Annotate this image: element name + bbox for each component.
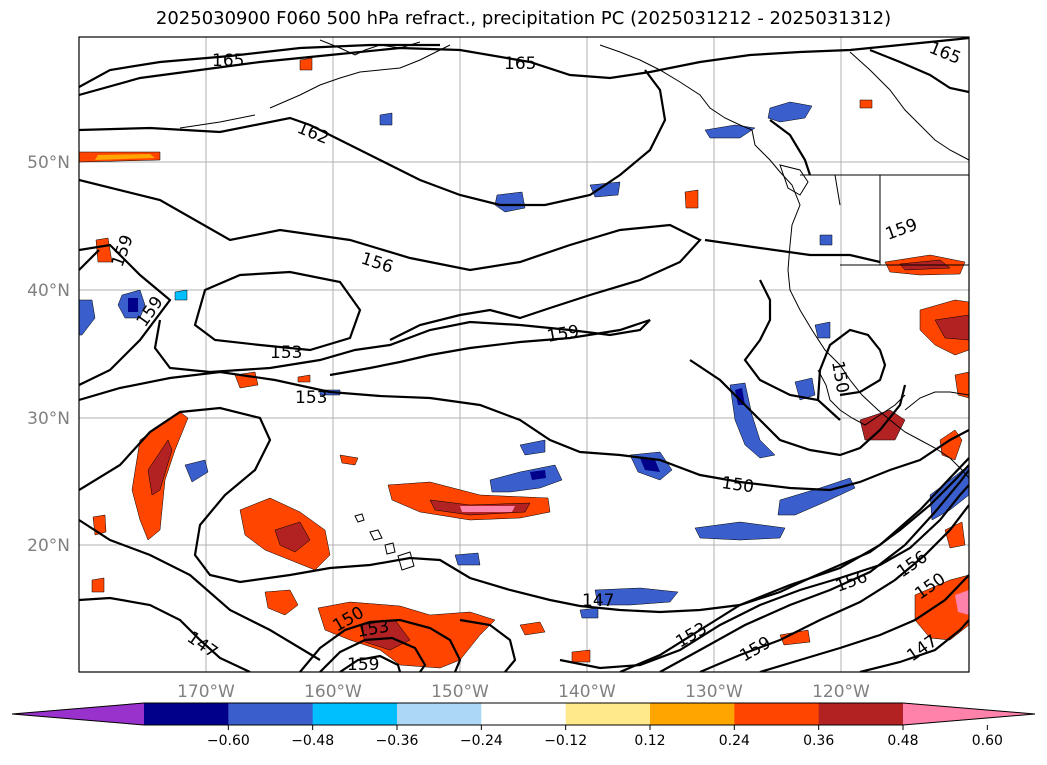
colorbar-segment: [650, 703, 735, 725]
colorbar-tick-label: 0.48: [887, 733, 918, 749]
contour-label: 150: [720, 473, 755, 497]
map-title: 2025030900 F060 500 hPa refract., precip…: [155, 8, 892, 29]
lon-label-170w: 170°W: [177, 682, 235, 702]
contour-label: 153: [270, 343, 302, 363]
lat-label-20n: 20°N: [27, 536, 70, 556]
colorbar-segment: [565, 703, 651, 725]
gridlines: [79, 37, 969, 672]
precipitation-anomaly-shading: [79, 57, 969, 669]
lat-label-30n: 30°N: [27, 409, 70, 429]
colorbar-segment: [734, 703, 820, 725]
colorbar-tick-label: 0.12: [634, 733, 665, 749]
colorbar-segment: [481, 703, 567, 725]
refractivity-contours: [79, 37, 969, 672]
lon-label-140w: 140°W: [558, 682, 616, 702]
colorbar-segment: [228, 703, 314, 725]
colorbar-tick-label: −0.24: [460, 733, 503, 749]
colorbar-tick-label: −0.12: [544, 733, 587, 749]
lon-label-160w: 160°W: [304, 682, 362, 702]
coastlines: [179, 39, 969, 479]
colorbar-segment: [397, 703, 482, 725]
lon-label-130w: 130°W: [685, 682, 743, 702]
contour-label: 159: [347, 655, 379, 675]
lat-label-40n: 40°N: [27, 281, 70, 301]
lon-label-120w: 120°W: [812, 682, 870, 702]
map-frame: [78, 36, 970, 673]
colorbar-extend-high: [903, 703, 1035, 725]
contour-label: 165: [212, 51, 244, 71]
colorbar: −0.60 −0.48 −0.36 −0.24 −0.12 0.12 0.24 0.36 0.4…: [11, 702, 1036, 749]
colorbar-tick-label: −0.60: [207, 733, 250, 749]
lon-label-150w: 150°W: [431, 682, 489, 702]
lat-label-50n: 50°N: [27, 153, 70, 173]
colorbar-outline: [11, 702, 1036, 726]
colorbar-extend-low: [12, 703, 144, 725]
colorbar-tick-label: −0.36: [376, 733, 419, 749]
contour-label: 147: [582, 591, 614, 611]
map-plot-area: 165 165 165 162 159 159 156 159 159 153 …: [78, 36, 970, 675]
hawaiian-islands: [354, 513, 415, 571]
colorbar-tick-label: 0.36: [803, 733, 834, 749]
latitude-labels: 50°N 40°N 30°N 20°N: [27, 153, 70, 556]
colorbar-segment: [312, 703, 398, 725]
colorbar-tick-label: 0.60: [972, 733, 1003, 749]
contour-label: 165: [504, 54, 536, 74]
longitude-labels: 170°W 160°W 150°W 140°W 130°W 120°W: [177, 682, 870, 702]
colorbar-segment: [144, 703, 229, 725]
colorbar-tick-label: −0.48: [291, 733, 334, 749]
colorbar-segment: [818, 703, 904, 725]
colorbar-tick-label: 0.24: [719, 733, 750, 749]
contour-label: 153: [295, 388, 327, 408]
